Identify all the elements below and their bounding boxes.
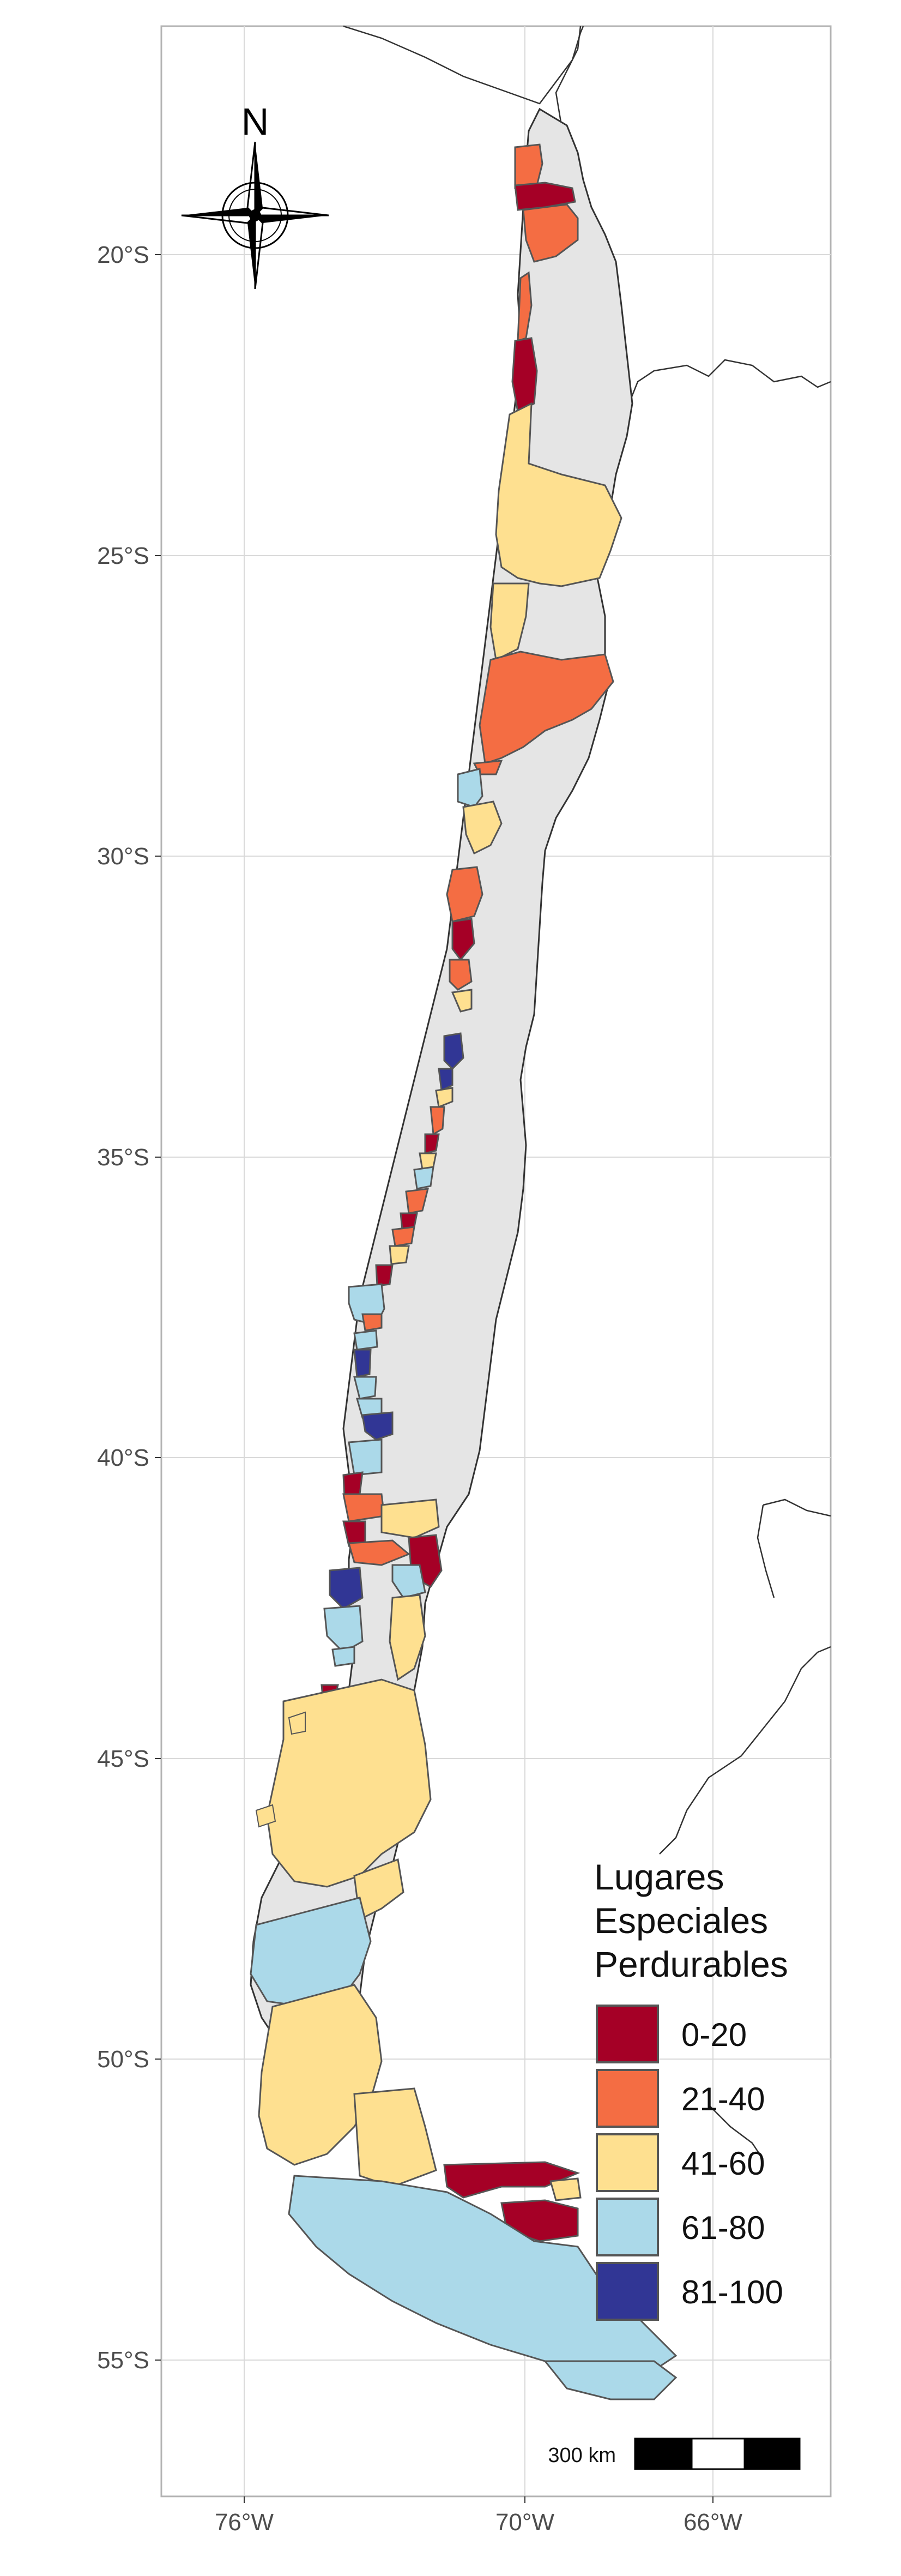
region-lebu-yellow (389, 1245, 410, 1265)
legend-label: 41-60 (681, 2145, 765, 2182)
y-tick-label: 35°S (97, 1144, 149, 1171)
region-toltén-blue (353, 1376, 377, 1400)
y-tick-label: 55°S (97, 2347, 149, 2374)
region-coquimbo-orange (446, 866, 483, 923)
y-tick-label: 25°S (97, 543, 149, 569)
y-tick-label: 50°S (97, 2046, 149, 2073)
region-pichilemu-orange (430, 1106, 445, 1136)
coast-islands (255, 1711, 306, 1828)
region-pozo-orange (517, 271, 533, 342)
region-carahue-blue (353, 1329, 378, 1351)
y-tick-label: 40°S (97, 1445, 149, 1471)
legend-title-line: Perdurables (594, 1944, 788, 1984)
x-tick-label: 70°W (495, 2509, 555, 2536)
region-huasco-blue (457, 768, 483, 808)
north-label: N (241, 100, 269, 143)
x-tick-label: 66°W (684, 2509, 743, 2536)
legend-swatch-21-40 (596, 2069, 659, 2128)
legend-title-line: Especiales (594, 1900, 768, 1941)
legend: Lugares Especiales Perdurables 0-20 21-4… (594, 1857, 788, 2321)
y-tick-label: 45°S (97, 1746, 149, 1772)
region-sanantonio-yellow (435, 1087, 453, 1109)
region-arica-orange (514, 143, 543, 189)
region-torres-yellow (353, 2087, 437, 2188)
x-axis: 76°W 70°W 66°W (215, 2496, 743, 2536)
region-punta-red (443, 2161, 580, 2199)
legend-label: 81-100 (681, 2274, 783, 2310)
scale-bar: 300 km (548, 2437, 801, 2470)
region-chanco-blue (413, 1166, 434, 1190)
region-licanten-red (424, 1133, 440, 1154)
legend-swatch-0-20 (596, 2005, 659, 2063)
region-quellon-blue (331, 1646, 355, 1667)
legend-label: 21-40 (681, 2081, 765, 2117)
region-laserena-yellow (462, 801, 503, 855)
region-teodoro-blue (353, 1349, 372, 1378)
region-tirua-orange (361, 1313, 383, 1332)
region-corral-blue (348, 1439, 383, 1476)
neighbor-borders (343, 25, 831, 2160)
region-illapel-orange (449, 959, 473, 991)
legend-swatch-81-100 (596, 2262, 659, 2321)
region-puertomontt-orange (348, 1539, 410, 1566)
y-axis: 20°S 25°S 30°S 35°S 40°S 45°S 50°S 55°S (97, 242, 161, 2374)
region-chiloe-blue (329, 1567, 364, 1610)
region-navarino-blue (543, 2360, 678, 2400)
legend-label: 0-20 (681, 2017, 747, 2053)
region-arauco-red (375, 1264, 394, 1287)
region-valpo-blue (443, 1032, 464, 1070)
legend-title-line: Lugares (594, 1857, 724, 1897)
region-ultima-yellow (258, 1984, 383, 2166)
region-mariquina-blue (361, 1411, 394, 1441)
north-arrow: N (181, 100, 329, 290)
region-taltal-yellow (489, 582, 530, 661)
y-tick-label: 20°S (97, 242, 149, 268)
region-osorno-red (342, 1471, 364, 1498)
region-ovalle-red (451, 918, 475, 961)
region-concepcion-orange (391, 1226, 415, 1247)
region-tocopilla-red (511, 337, 538, 413)
region-antofagasta-yellow (495, 402, 622, 587)
region-lagos-yellow (380, 1498, 440, 1539)
region-petorca-yellow (451, 989, 473, 1013)
x-tick-label: 76°W (215, 2509, 274, 2536)
region-cobquecura-orange (405, 1188, 429, 1214)
legend-label: 61-80 (681, 2210, 765, 2246)
region-arica-red (514, 182, 576, 211)
commune-regions (250, 143, 678, 2400)
y-tick-label: 30°S (97, 843, 149, 870)
region-sanjuan-orange (342, 1493, 385, 1522)
scale-bar-label: 300 km (548, 2444, 616, 2467)
region-tierra-yellow (549, 2177, 582, 2201)
region-futaleufu-yellow (389, 1594, 426, 1681)
legend-swatch-41-60 (596, 2133, 659, 2192)
legend-swatch-61-80 (596, 2198, 659, 2256)
region-casablanca-blue (438, 1068, 453, 1092)
region-iquique-orange (522, 203, 579, 263)
